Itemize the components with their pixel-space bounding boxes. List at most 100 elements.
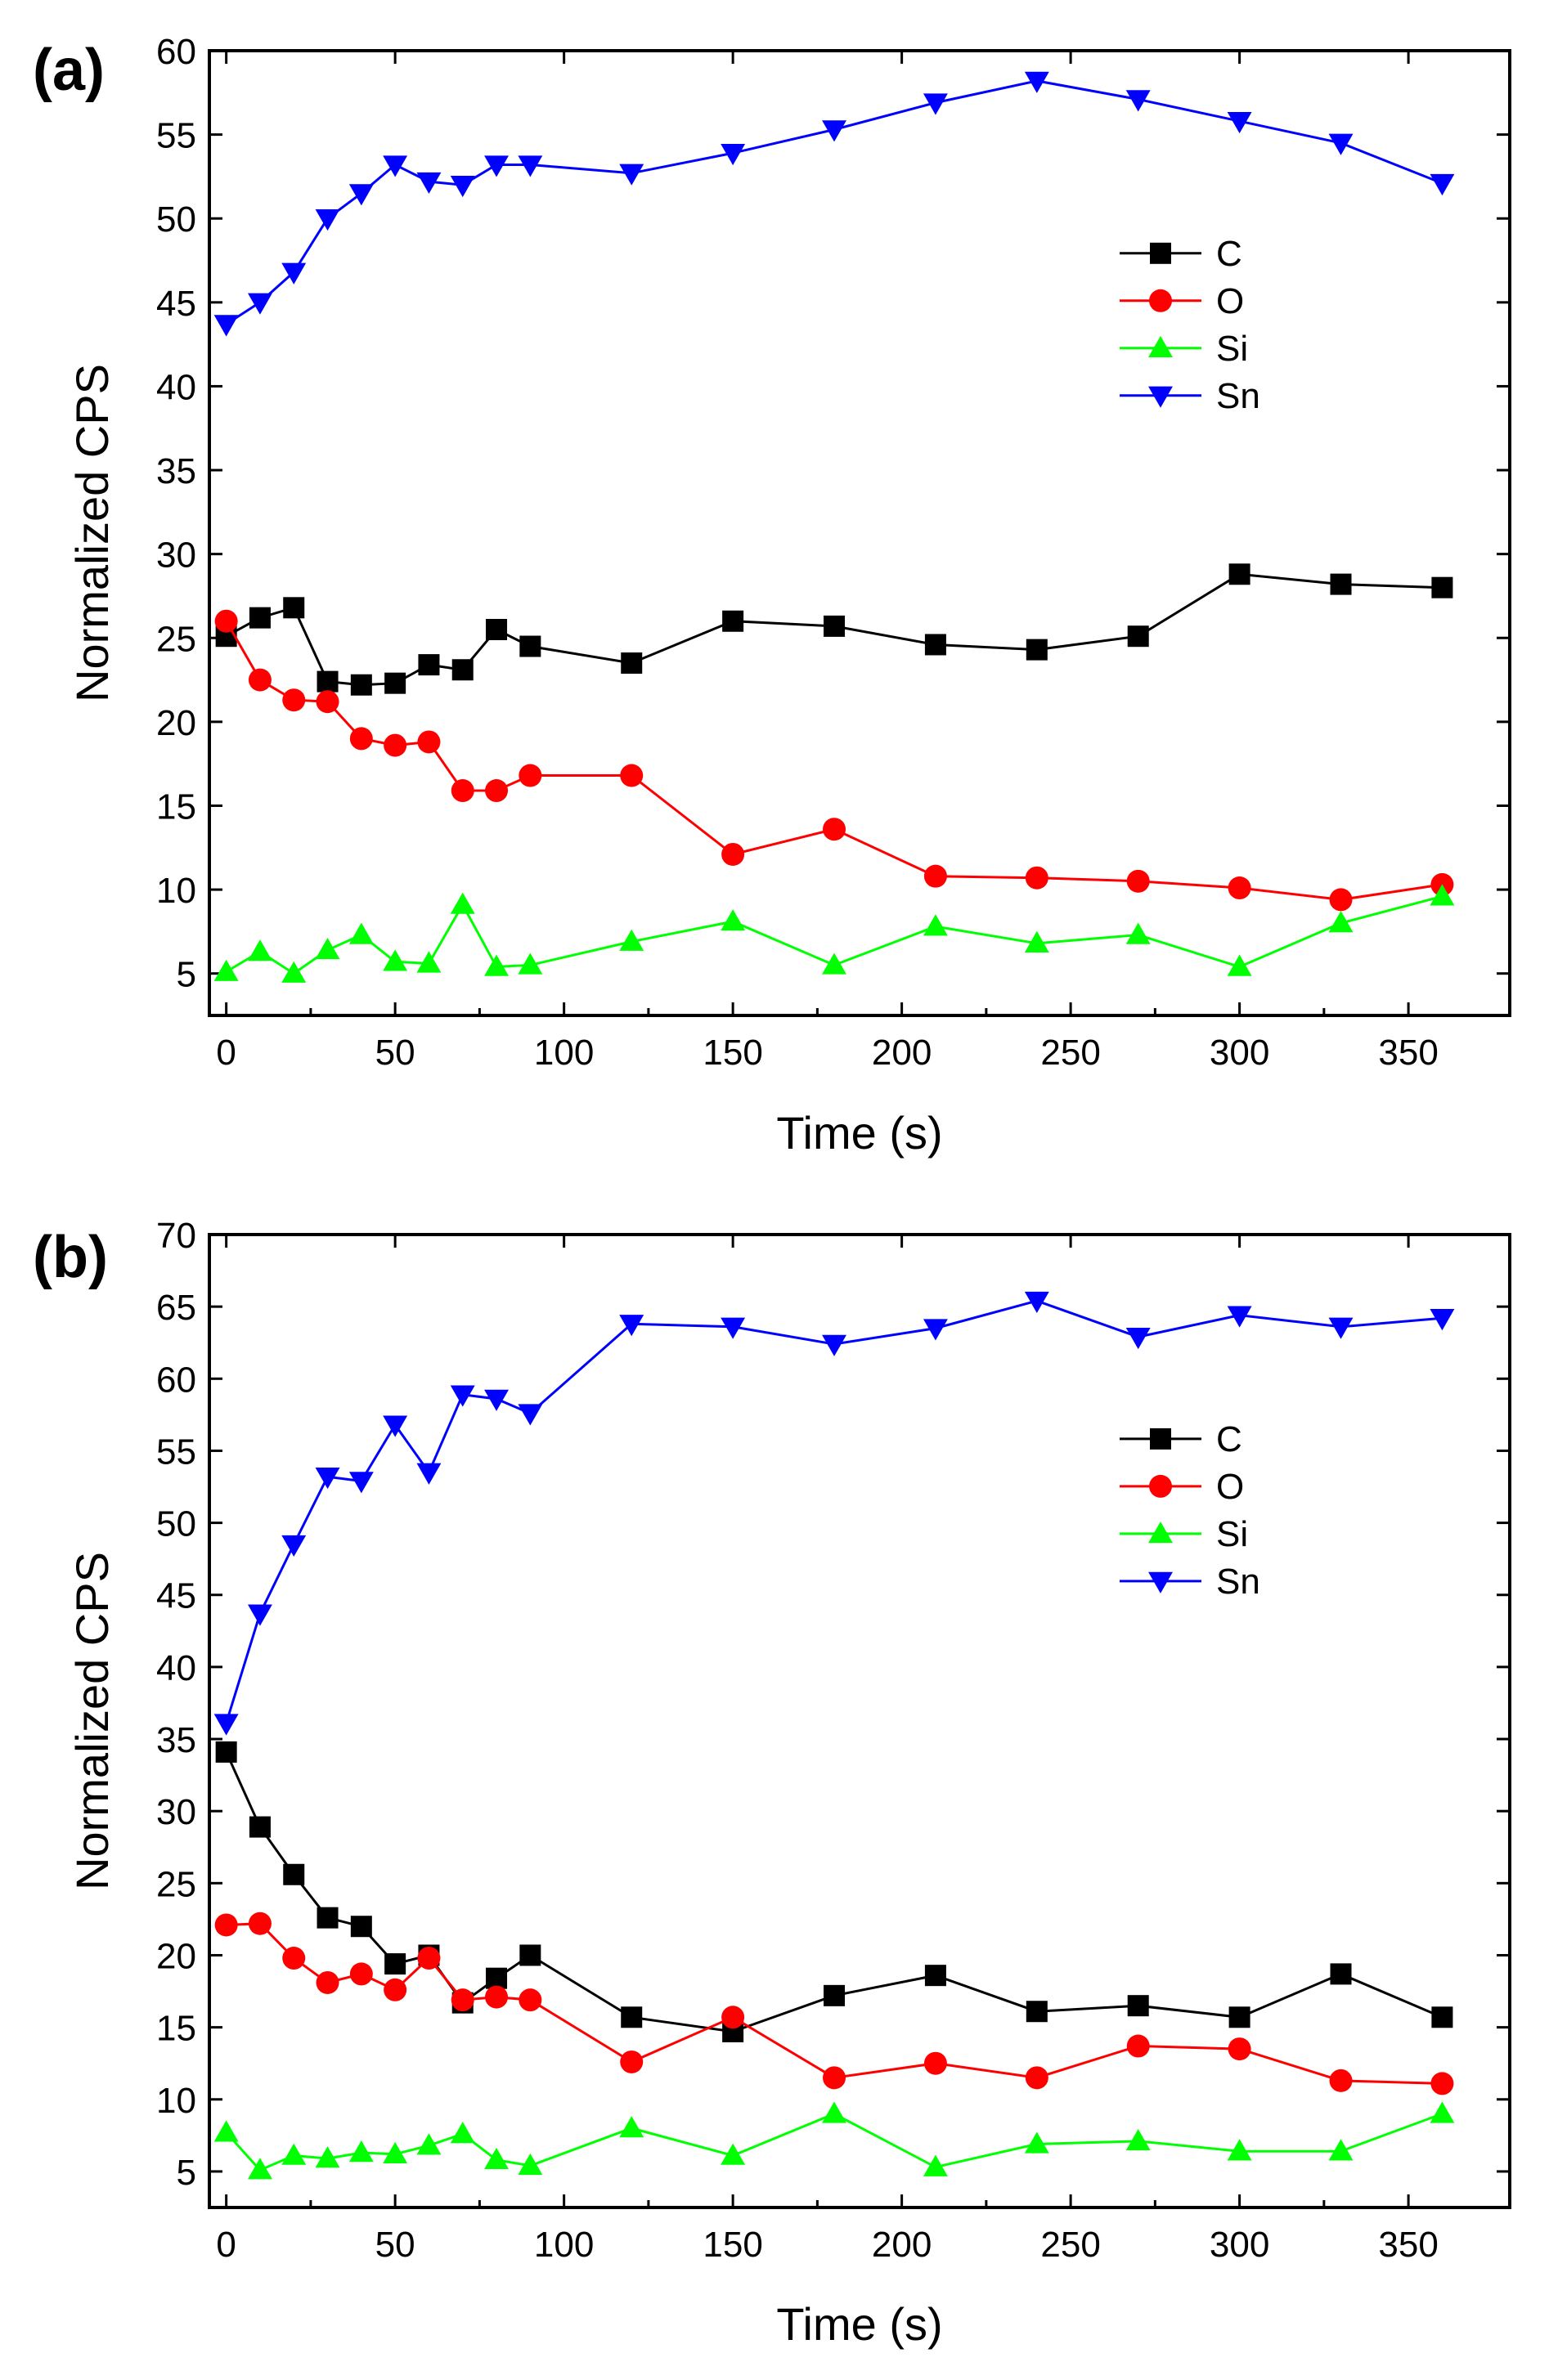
- data-point-sn: [1024, 71, 1049, 93]
- y-tick-label: 25: [156, 1864, 196, 1904]
- y-tick-label: 60: [156, 1360, 196, 1400]
- data-point-sn: [1024, 1291, 1049, 1314]
- data-point-c: [519, 635, 541, 657]
- data-point-o: [1126, 869, 1150, 893]
- data-point-si: [822, 2101, 846, 2123]
- data-point-c: [1431, 2006, 1453, 2028]
- x-tick-label: 100: [534, 2225, 594, 2265]
- data-point-sn: [247, 293, 272, 315]
- data-point-si: [348, 2140, 374, 2163]
- x-tick-label: 150: [703, 1033, 762, 1073]
- data-point-o: [248, 668, 272, 692]
- data-point-c: [1228, 563, 1250, 585]
- data-point-si: [619, 2116, 644, 2138]
- data-point-o: [620, 764, 644, 787]
- data-point-o: [384, 733, 407, 757]
- data-point-o: [1025, 2066, 1048, 2090]
- data-point-c: [924, 634, 946, 656]
- data-point-si: [1227, 954, 1252, 976]
- y-tick-label: 40: [156, 1648, 196, 1688]
- data-point-sn: [518, 155, 543, 177]
- data-point-sn: [1430, 1309, 1455, 1331]
- data-point-o: [620, 2050, 644, 2073]
- data-point-c: [384, 672, 406, 694]
- data-point-si: [518, 2153, 543, 2176]
- data-point-si: [247, 939, 272, 961]
- data-point-c: [1228, 2006, 1250, 2028]
- data-point-sn: [822, 120, 846, 142]
- legend-marker: [1148, 335, 1173, 358]
- data-point-o: [1025, 866, 1048, 890]
- legend-label-sn: Sn: [1216, 376, 1260, 416]
- data-point-sn: [619, 164, 644, 186]
- data-point-sn: [721, 1317, 746, 1339]
- x-tick-label: 150: [703, 2225, 762, 2265]
- data-point-si: [1024, 2131, 1049, 2154]
- data-point-o: [214, 1913, 238, 1937]
- data-point-sn: [281, 1535, 307, 1557]
- legend-label-si: Si: [1216, 1514, 1248, 1554]
- legend-label-c: C: [1216, 234, 1242, 274]
- data-point-si: [923, 2154, 948, 2176]
- data-point-c: [486, 1967, 508, 1989]
- y-tick-label: 20: [156, 703, 196, 743]
- data-point-o: [1329, 2068, 1353, 2092]
- data-point-si: [315, 938, 340, 960]
- y-tick-label: 15: [156, 787, 196, 827]
- data-point-o: [214, 609, 238, 633]
- y-tick-label: 50: [156, 199, 196, 240]
- data-point-o: [485, 779, 509, 803]
- legend-label-o: O: [1216, 281, 1244, 321]
- data-point-si: [213, 2120, 239, 2142]
- data-point-si: [484, 2147, 509, 2170]
- y-tick-label: 55: [156, 116, 196, 156]
- data-point-c: [824, 1984, 846, 2006]
- y-axis-title-b: Normalized CPS: [66, 1552, 118, 1890]
- data-point-o: [417, 730, 441, 754]
- data-point-o: [923, 864, 947, 888]
- y-tick-label: 25: [156, 619, 196, 659]
- y-tick-label: 15: [156, 2009, 196, 2049]
- data-point-o: [248, 1912, 272, 1935]
- data-point-sn: [923, 1319, 948, 1341]
- data-point-c: [451, 659, 474, 681]
- data-point-si: [281, 961, 307, 983]
- data-point-sn: [518, 1404, 543, 1426]
- data-point-c: [621, 652, 643, 675]
- panel-label-b: (b): [33, 1225, 108, 1290]
- y-tick-label: 30: [156, 536, 196, 576]
- data-point-si: [518, 952, 543, 975]
- data-point-c: [1026, 2001, 1048, 2023]
- data-point-o: [823, 2066, 846, 2090]
- data-point-sn: [1328, 1317, 1354, 1339]
- data-point-si: [1328, 911, 1354, 933]
- data-point-c: [1431, 576, 1453, 598]
- chart-panel-b: (b) 0 50 100 150 200 250 300 350 5 10 15 20 25 30 35 40 4…: [33, 1216, 1511, 2350]
- data-point-si: [822, 952, 846, 975]
- data-point-o: [384, 1978, 407, 2001]
- y-tick-label: 35: [156, 451, 196, 491]
- legend-marker: [1150, 242, 1171, 264]
- data-point-sn: [315, 209, 340, 231]
- legend-marker: [1148, 1571, 1173, 1593]
- data-point-si: [1430, 2101, 1455, 2123]
- data-point-o: [485, 1985, 509, 2009]
- x-tick-label: 350: [1378, 1033, 1438, 1073]
- legend-label-si: Si: [1216, 329, 1248, 369]
- data-point-si: [484, 954, 509, 976]
- y-tick-label: 5: [177, 955, 196, 995]
- y-tick-label: 40: [156, 367, 196, 407]
- y-tick-label: 20: [156, 1936, 196, 1976]
- data-point-si: [383, 949, 408, 971]
- data-point-o: [1228, 876, 1251, 900]
- data-point-sn: [484, 1389, 509, 1411]
- data-point-sn: [348, 184, 374, 206]
- y-tick-label: 35: [156, 1720, 196, 1760]
- data-point-si: [416, 951, 442, 973]
- data-point-sn: [348, 1472, 374, 1494]
- data-point-c: [350, 674, 372, 696]
- data-point-sn: [450, 1385, 475, 1407]
- data-point-si: [450, 892, 475, 914]
- data-point-o: [451, 779, 474, 803]
- y-tick-label: 55: [156, 1432, 196, 1472]
